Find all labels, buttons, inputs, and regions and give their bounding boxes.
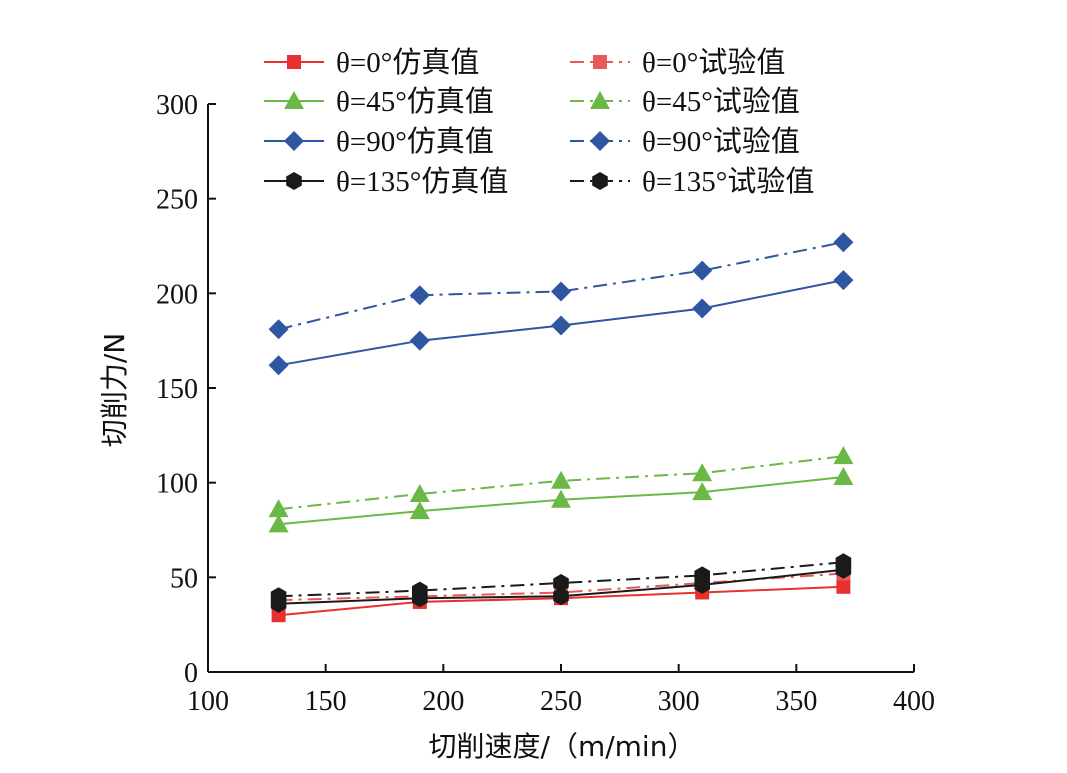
data-point	[833, 270, 854, 291]
data-point	[836, 579, 851, 594]
legend-item: θ=0°试验值	[570, 46, 785, 79]
legend-item: θ=90°试验值	[570, 125, 800, 158]
legend-item: θ=0°仿真值	[264, 46, 479, 79]
y-tick-label: 150	[156, 374, 198, 405]
series-layer	[268, 232, 854, 623]
series-7	[270, 553, 852, 606]
legend-item: θ=135°试验值	[570, 165, 814, 198]
data-point	[551, 470, 571, 489]
data-point	[268, 355, 289, 376]
legend-label: θ=0°试验值	[642, 46, 785, 79]
data-point	[833, 446, 854, 465]
data-point	[551, 315, 571, 336]
legend-label: θ=135°试验值	[642, 165, 814, 198]
legend-item: θ=45°试验值	[570, 85, 800, 118]
y-tick-label: 300	[156, 90, 198, 121]
legend-marker	[286, 172, 302, 190]
data-point	[553, 574, 569, 592]
legend-label: θ=135°仿真值	[336, 165, 508, 198]
data-point	[692, 298, 713, 319]
data-point	[694, 566, 710, 585]
x-tick-label: 350	[775, 686, 817, 717]
y-tick-label: 250	[156, 185, 198, 216]
data-point	[692, 463, 713, 482]
data-point	[833, 466, 854, 485]
data-point	[271, 608, 286, 623]
data-point	[692, 260, 713, 281]
x-tick-label: 200	[422, 686, 464, 717]
data-point	[412, 581, 428, 600]
legend-label: θ=45°仿真值	[336, 85, 494, 118]
data-point	[833, 232, 854, 253]
legend-item: θ=90°仿真值	[264, 125, 494, 158]
data-point	[268, 319, 289, 340]
legend-marker	[284, 131, 304, 151]
legend-marker	[593, 55, 607, 69]
legend-label: θ=0°仿真值	[336, 46, 479, 79]
y-tick-label: 0	[184, 658, 198, 689]
x-tick-label: 400	[893, 686, 935, 717]
data-point	[551, 281, 571, 302]
legend-item: θ=45°仿真值	[264, 85, 494, 118]
y-tick-label: 200	[156, 279, 198, 310]
legend-label: θ=90°试验值	[642, 125, 800, 158]
data-point	[409, 484, 430, 503]
y-tick-label: 100	[156, 469, 198, 500]
data-point	[835, 553, 852, 572]
y-axis-label: 切削力/N	[98, 333, 131, 447]
data-point	[270, 587, 287, 606]
series-3	[268, 446, 854, 518]
legend-label: θ=90°仿真值	[336, 125, 494, 158]
legend-marker	[590, 91, 610, 109]
legend-marker	[284, 91, 304, 109]
axes: 100 150 200 250 300 350 400 0 50 100 150 200 250 300	[156, 90, 935, 717]
legend-label: θ=45°试验值	[642, 85, 800, 118]
x-tick-label: 100	[187, 686, 229, 717]
series-line	[278, 241, 844, 331]
legend-marker	[592, 172, 608, 190]
data-point	[409, 501, 430, 520]
data-point	[551, 489, 571, 508]
legend-marker	[590, 131, 610, 151]
data-point	[268, 499, 289, 518]
series-5	[268, 232, 854, 340]
legend-marker	[287, 55, 301, 69]
legend-item: θ=135°仿真值	[264, 165, 508, 198]
data-point	[553, 587, 569, 606]
data-point	[409, 285, 430, 306]
series-2	[268, 466, 854, 533]
series-4	[268, 270, 854, 376]
x-axis-label: 切削速度/（m/min）	[429, 730, 696, 763]
y-tick-label: 50	[170, 563, 198, 594]
x-tick-label: 300	[658, 686, 700, 717]
x-tick-label: 250	[540, 686, 582, 717]
data-point	[268, 514, 289, 533]
data-point	[409, 330, 430, 351]
legend: θ=0°仿真值 θ=0°试验值 θ=45°仿真值 θ=45°试验值 θ=90°仿真值 θ=…	[264, 46, 814, 198]
data-point	[692, 482, 713, 501]
x-tick-label: 150	[305, 686, 347, 717]
